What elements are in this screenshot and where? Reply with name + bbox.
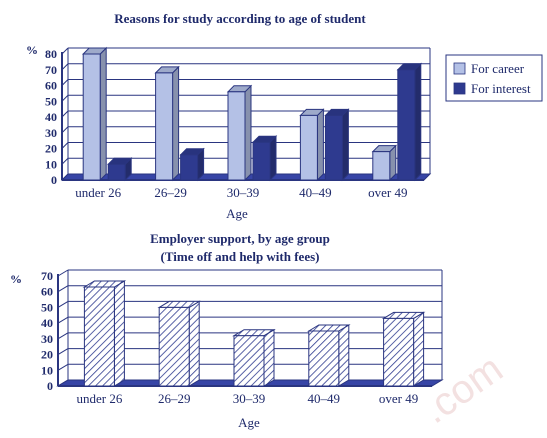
- watermark-text: .com: [414, 346, 510, 432]
- chart-2-bars: [82, 280, 426, 387]
- bar-for-interest-1: [179, 147, 205, 182]
- gridline-side: [57, 316, 69, 324]
- bar-front: [155, 72, 174, 181]
- y-tick-label: 0: [51, 173, 57, 187]
- chart-1-legend: For career For interest: [445, 54, 543, 102]
- bar-front: [308, 330, 340, 387]
- bar-side: [113, 280, 125, 387]
- bar-side: [188, 300, 200, 387]
- bar-front: [107, 163, 126, 181]
- bar-front: [233, 335, 265, 387]
- x-tick-label: 40–49: [299, 185, 332, 200]
- bar-side: [172, 65, 180, 182]
- x-tick-label: 30–39: [227, 185, 260, 200]
- chart-2-subtitle: (Time off and help with fees): [160, 249, 319, 264]
- x-tick-label: 26–29: [158, 391, 191, 406]
- gridline-side: [57, 348, 69, 356]
- chart-2-title: Employer support, by age group: [150, 231, 330, 246]
- y-tick-label: 70: [45, 63, 57, 77]
- bar-value-3: [306, 324, 351, 387]
- bar-for-interest-0: [106, 157, 133, 182]
- bar-for-interest-4: [396, 62, 423, 182]
- gridline-side: [57, 332, 69, 340]
- bar-value-0: [82, 280, 127, 387]
- bar-for-interest-2: [251, 134, 278, 182]
- x-tick-label: under 26: [75, 185, 121, 200]
- bar-front: [83, 286, 115, 387]
- x-tick-label: 30–39: [233, 391, 266, 406]
- y-tick-label: 70: [41, 269, 53, 283]
- gridline-side: [57, 300, 69, 308]
- bar-value-1: [157, 300, 202, 387]
- chart-1-bars: [81, 46, 423, 182]
- chart-2: Employer support, by age group (Time off…: [10, 231, 444, 430]
- y-tick-label: 10: [41, 363, 53, 377]
- bar-front: [82, 53, 101, 181]
- x-tick-label: 40–49: [308, 391, 341, 406]
- x-tick-label: 26–29: [154, 185, 187, 200]
- x-tick-label: over 49: [368, 185, 407, 200]
- bar-side: [413, 311, 425, 387]
- chart-2-x-ticks: under 26 26–29 30–39 40–49 over 49: [76, 391, 418, 406]
- chart-2-ylabel: %: [10, 272, 22, 286]
- bar-side: [341, 108, 349, 182]
- bar-for-interest-3: [324, 108, 350, 182]
- bar-side: [414, 62, 422, 182]
- y-tick-label: 20: [45, 142, 57, 156]
- chart-1-ylabel: %: [26, 43, 38, 57]
- gridline-side: [57, 269, 69, 277]
- bar-for-career-3: [299, 108, 325, 182]
- legend-label-career: For career: [471, 61, 525, 76]
- bar-front: [180, 154, 199, 181]
- y-tick-label: 40: [41, 316, 53, 330]
- y-tick-label: 50: [41, 300, 53, 314]
- chart-1-title: Reasons for study according to age of st…: [114, 11, 366, 26]
- bar-side: [338, 324, 350, 387]
- legend-swatch-career: [453, 62, 466, 75]
- y-tick-label: 50: [45, 94, 57, 108]
- bar-front: [227, 91, 246, 181]
- bar-for-career-0: [81, 46, 108, 182]
- bar-front: [158, 306, 190, 387]
- bar-front: [397, 69, 416, 181]
- bar-value-2: [232, 328, 276, 387]
- x-tick-label: over 49: [379, 391, 418, 406]
- chart-2-xlabel: Age: [238, 415, 260, 430]
- legend-label-interest: For interest: [471, 81, 531, 96]
- x-tick-label: under 26: [76, 391, 122, 406]
- y-tick-label: 60: [41, 285, 53, 299]
- bar-front: [324, 114, 343, 181]
- bar-side: [316, 108, 324, 182]
- gridline-side: [57, 285, 69, 293]
- gridline-side: [57, 363, 69, 371]
- bar-for-career-1: [154, 65, 180, 182]
- chart-1: Reasons for study according to age of st…: [26, 11, 543, 221]
- chart-1-xlabel: Age: [226, 206, 248, 221]
- bar-side: [244, 84, 252, 182]
- y-tick-label: 0: [47, 379, 53, 393]
- chart-1-x-ticks: under 26 26–29 30–39 40–49 over 49: [75, 185, 407, 200]
- bar-front: [372, 151, 391, 181]
- y-tick-label: 30: [41, 332, 53, 346]
- bar-side: [99, 46, 107, 182]
- bar-for-career-2: [226, 84, 253, 182]
- bar-side: [269, 134, 277, 182]
- bar-side: [263, 328, 275, 387]
- bar-front: [299, 114, 318, 181]
- y-tick-label: 40: [45, 110, 57, 124]
- y-tick-label: 80: [45, 47, 57, 61]
- y-tick-label: 20: [41, 348, 53, 362]
- bar-front: [383, 317, 415, 387]
- bar-value-4: [381, 311, 426, 387]
- y-tick-label: 10: [45, 157, 57, 171]
- bar-for-career-4: [371, 144, 398, 182]
- y-tick-label: 30: [45, 126, 57, 140]
- legend-swatch-interest: [453, 82, 466, 95]
- bar-front: [252, 141, 271, 181]
- y-tick-label: 60: [45, 79, 57, 93]
